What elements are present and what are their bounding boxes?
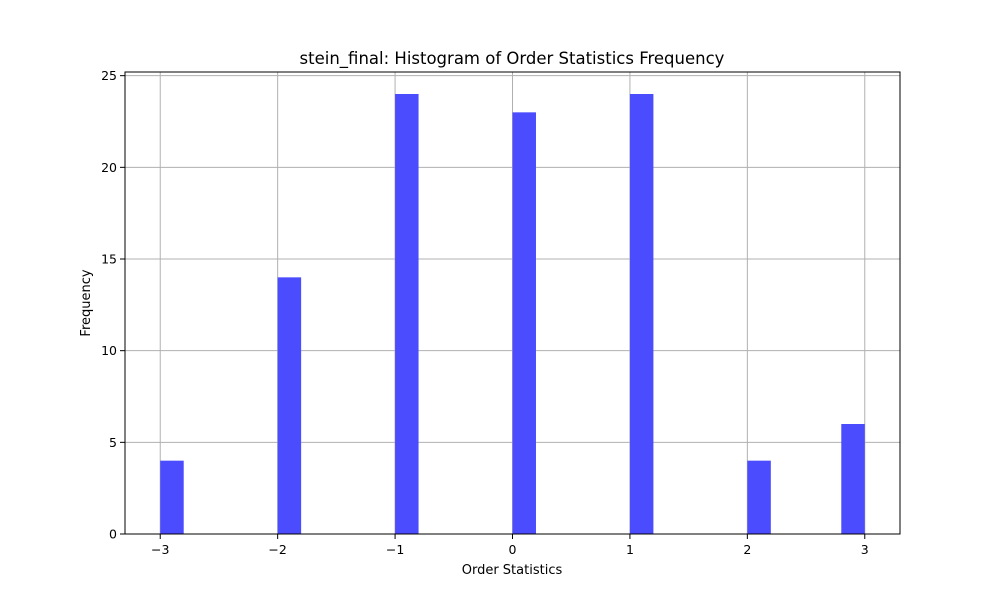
histogram-bar (277, 277, 302, 534)
x-axis-ticks: −3 −2 −1 0 1 2 3 (151, 534, 869, 557)
x-tick-label: 1 (626, 542, 634, 557)
bars (160, 94, 865, 534)
x-tick-label: −2 (268, 542, 286, 557)
histogram-bar (747, 460, 771, 534)
x-tick-label: 0 (509, 542, 517, 557)
x-tick-label: 3 (861, 542, 869, 557)
y-tick-label: 10 (101, 343, 117, 358)
x-axis-label: Order Statistics (462, 563, 563, 578)
y-tick-label: 5 (109, 435, 117, 450)
y-axis-label: Frequency (79, 269, 94, 336)
y-axis-ticks: 0 5 10 15 20 25 (101, 68, 125, 542)
histogram-bar (841, 424, 865, 534)
y-tick-label: 25 (101, 68, 117, 83)
x-tick-label: 2 (743, 542, 751, 557)
histogram-bar (160, 460, 184, 534)
x-tick-label: −3 (151, 542, 169, 557)
histogram-bar (512, 112, 536, 534)
x-tick-label: −1 (386, 542, 404, 557)
histogram-bar (629, 94, 654, 534)
y-tick-label: 20 (101, 160, 117, 175)
y-tick-label: 15 (101, 252, 117, 267)
y-tick-label: 0 (109, 527, 117, 542)
histogram-bar (395, 94, 419, 534)
chart-title: stein_final: Histogram of Order Statisti… (300, 49, 725, 69)
